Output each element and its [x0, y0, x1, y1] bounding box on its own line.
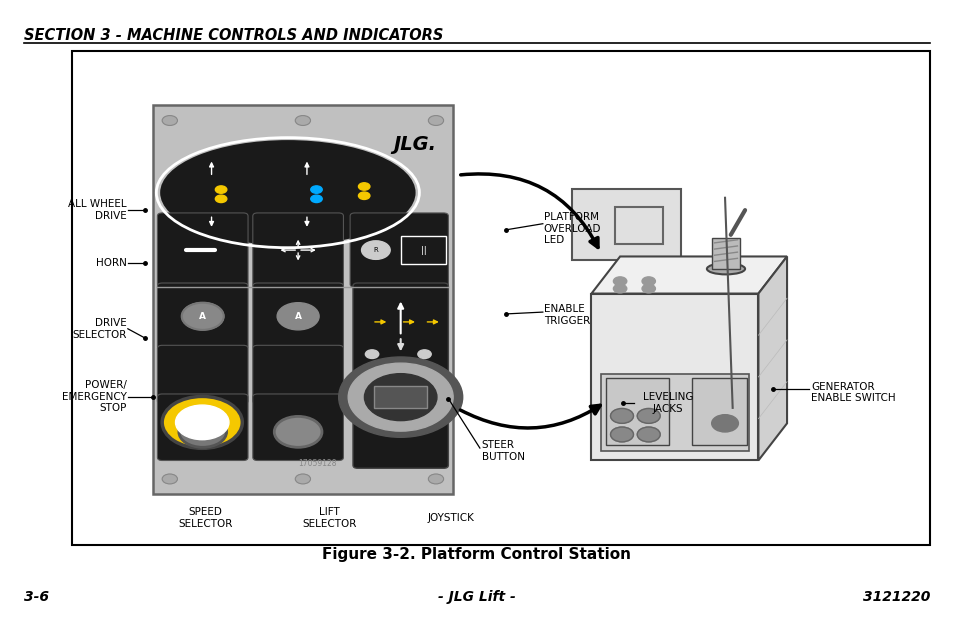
- Text: R: R: [374, 247, 377, 253]
- Bar: [691, 378, 746, 445]
- Circle shape: [295, 474, 311, 484]
- Bar: [374, 386, 427, 408]
- Circle shape: [428, 116, 443, 125]
- Circle shape: [365, 350, 378, 358]
- Circle shape: [610, 408, 633, 423]
- Text: PLATFORM
OVERLOAD
LED: PLATFORM OVERLOAD LED: [543, 212, 600, 245]
- Circle shape: [610, 427, 633, 442]
- Text: 3-6: 3-6: [24, 590, 49, 604]
- FancyArrowPatch shape: [460, 174, 598, 247]
- Circle shape: [162, 396, 242, 448]
- Ellipse shape: [706, 263, 744, 274]
- FancyBboxPatch shape: [157, 213, 248, 287]
- Text: ALL WHEEL
DRIVE: ALL WHEEL DRIVE: [69, 200, 127, 221]
- Circle shape: [179, 417, 227, 447]
- Polygon shape: [758, 256, 786, 460]
- Circle shape: [613, 284, 626, 293]
- Circle shape: [428, 474, 443, 484]
- Circle shape: [613, 277, 626, 286]
- Text: ENABLE
TRIGGER: ENABLE TRIGGER: [543, 305, 589, 326]
- Circle shape: [276, 303, 318, 330]
- Text: JLG.: JLG.: [393, 135, 436, 154]
- Circle shape: [215, 195, 227, 203]
- Text: GENERATOR
ENABLE SWITCH: GENERATOR ENABLE SWITCH: [810, 382, 895, 403]
- Circle shape: [637, 408, 659, 423]
- Circle shape: [162, 474, 177, 484]
- Bar: [600, 375, 748, 451]
- Text: A: A: [199, 311, 206, 321]
- Text: HORN: HORN: [96, 258, 127, 268]
- Circle shape: [358, 183, 370, 190]
- Text: 3121220: 3121220: [862, 590, 929, 604]
- Text: Figure 3-2. Platform Control Station: Figure 3-2. Platform Control Station: [322, 548, 631, 562]
- FancyBboxPatch shape: [253, 213, 343, 287]
- FancyBboxPatch shape: [157, 345, 248, 404]
- FancyBboxPatch shape: [253, 283, 343, 350]
- Bar: [71, 51, 929, 545]
- Circle shape: [358, 192, 370, 200]
- FancyArrowPatch shape: [460, 405, 599, 428]
- Bar: [605, 378, 669, 445]
- Bar: [152, 105, 453, 494]
- Text: A: A: [294, 311, 301, 321]
- Bar: [400, 237, 446, 264]
- Circle shape: [311, 186, 322, 193]
- Bar: [572, 190, 680, 260]
- Circle shape: [274, 417, 321, 447]
- Circle shape: [181, 303, 223, 330]
- Text: ||: ||: [420, 245, 426, 255]
- Circle shape: [641, 277, 655, 286]
- FancyBboxPatch shape: [350, 213, 448, 287]
- Circle shape: [361, 241, 390, 260]
- Bar: [711, 238, 740, 269]
- Circle shape: [711, 415, 738, 432]
- Text: LEVELING
JACKS: LEVELING JACKS: [642, 392, 692, 413]
- Text: STEER
BUTTON: STEER BUTTON: [481, 441, 524, 462]
- Circle shape: [338, 357, 462, 438]
- FancyBboxPatch shape: [157, 283, 248, 350]
- Circle shape: [311, 195, 322, 203]
- Circle shape: [295, 116, 311, 125]
- Circle shape: [364, 374, 436, 421]
- Text: - JLG Lift -: - JLG Lift -: [437, 590, 516, 604]
- Circle shape: [215, 186, 227, 193]
- Ellipse shape: [160, 140, 416, 245]
- Circle shape: [348, 363, 453, 431]
- FancyBboxPatch shape: [157, 394, 248, 460]
- FancyBboxPatch shape: [353, 283, 448, 468]
- FancyBboxPatch shape: [253, 345, 343, 404]
- Circle shape: [637, 427, 659, 442]
- Text: DRIVE
SELECTOR: DRIVE SELECTOR: [72, 318, 127, 339]
- Circle shape: [175, 405, 229, 439]
- Bar: [591, 294, 758, 460]
- FancyBboxPatch shape: [253, 394, 343, 460]
- Text: LIFT
SELECTOR: LIFT SELECTOR: [302, 507, 355, 528]
- Polygon shape: [591, 256, 786, 294]
- Circle shape: [417, 350, 431, 358]
- Text: POWER/
EMERGENCY
STOP: POWER/ EMERGENCY STOP: [62, 380, 127, 413]
- Circle shape: [185, 413, 219, 435]
- Text: SPEED
SELECTOR: SPEED SELECTOR: [178, 507, 232, 528]
- Text: JOYSTICK: JOYSTICK: [427, 513, 475, 523]
- Circle shape: [641, 284, 655, 293]
- Circle shape: [162, 116, 177, 125]
- Text: SECTION 3 - MACHINE CONTROLS AND INDICATORS: SECTION 3 - MACHINE CONTROLS AND INDICAT…: [24, 28, 443, 43]
- Text: O: O: [199, 420, 206, 429]
- Text: 17059128: 17059128: [298, 459, 336, 468]
